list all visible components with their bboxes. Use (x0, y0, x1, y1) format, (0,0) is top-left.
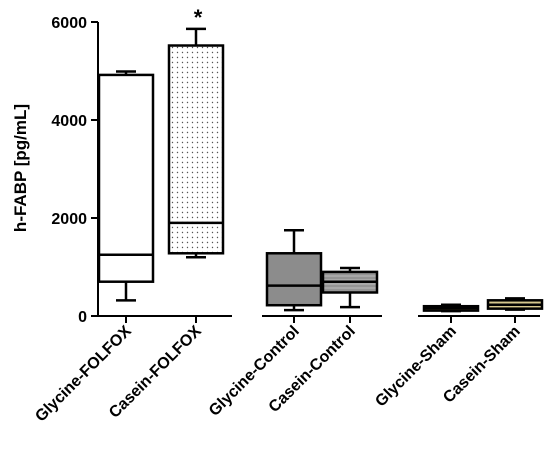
box-body (167, 44, 225, 255)
significance-marker: * (194, 5, 203, 30)
box-series: Glycine-FOLFOX*Casein-FOLFOX Glycine-Cont… (32, 5, 544, 425)
box-2: Glycine-Control (206, 229, 323, 420)
y-tick-label: 2000 (51, 211, 87, 228)
box-5: Casein-Sham (440, 297, 544, 407)
box-0: Glycine-FOLFOX (32, 70, 155, 425)
box-body (97, 73, 155, 283)
y-tick-label: 0 (78, 309, 87, 326)
y-tick-label: 4000 (51, 113, 87, 130)
y-axis-label: h-FABP [pg/mL] (11, 104, 30, 232)
box-body (265, 252, 323, 307)
y-tick-label: 6000 (51, 15, 87, 32)
axes: 0 2000 4000 6000 (51, 15, 540, 326)
